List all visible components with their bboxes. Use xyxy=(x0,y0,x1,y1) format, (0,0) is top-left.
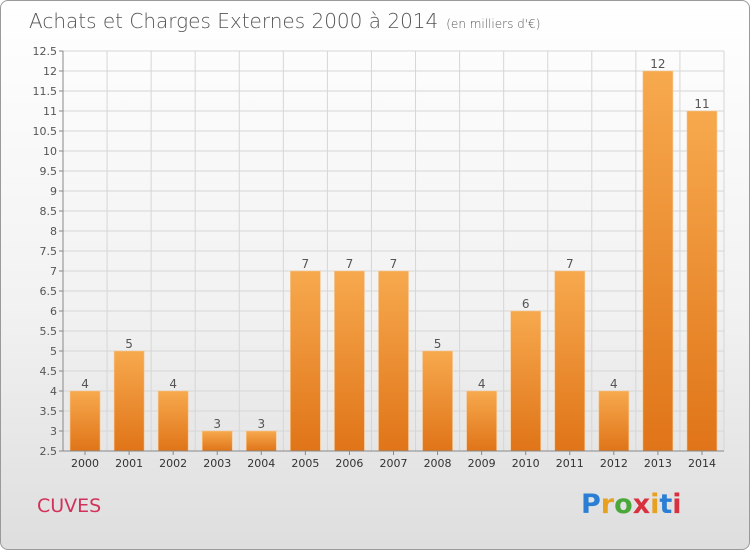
y-tick-label: 10 xyxy=(43,145,57,158)
x-tick-label: 2002 xyxy=(159,457,187,470)
y-tick-label: 10.5 xyxy=(33,125,58,138)
value-label: 5 xyxy=(434,337,442,351)
value-label: 5 xyxy=(125,337,133,351)
bar-2012 xyxy=(598,390,630,452)
logo-letter: o xyxy=(614,489,633,520)
value-label: 3 xyxy=(257,417,265,431)
chart-title: Achats et Charges Externes 2000 à 2014 (e… xyxy=(29,9,540,33)
bar-2003 xyxy=(201,430,233,452)
bar-2007 xyxy=(378,270,409,452)
location-label: CUVES xyxy=(37,495,102,517)
bar-2005 xyxy=(290,270,321,452)
chart-unit: (en milliers d'€) xyxy=(446,17,541,31)
y-tick-label: 4.5 xyxy=(40,365,58,378)
chart-title-text: Achats et Charges Externes 2000 à 2014 xyxy=(29,9,439,33)
bar-2000 xyxy=(69,390,101,452)
y-tick-label: 5 xyxy=(50,345,57,358)
x-tick-label: 2008 xyxy=(424,457,452,470)
value-label: 7 xyxy=(346,257,354,271)
x-tick-label: 2009 xyxy=(468,457,496,470)
y-tick-label: 3.5 xyxy=(40,405,58,418)
x-tick-label: 2001 xyxy=(115,457,143,470)
y-tick-label: 6 xyxy=(50,305,57,318)
x-tick-label: 2013 xyxy=(644,457,672,470)
bar-2013 xyxy=(642,70,674,452)
bars: 4 5 4 3 3 7 7 7 5 4 6 7 4 12 11 xyxy=(69,57,718,452)
logo-letter: P xyxy=(581,489,601,520)
bar-2006 xyxy=(334,270,365,452)
y-tick-label: 7 xyxy=(50,265,57,278)
x-tick-label: 2010 xyxy=(512,457,540,470)
x-tick-label: 2003 xyxy=(203,457,231,470)
x-tick-label: 2014 xyxy=(688,457,716,470)
value-label: 7 xyxy=(302,257,310,271)
y-tick-label: 12.5 xyxy=(33,45,58,58)
x-tick-label: 2000 xyxy=(71,457,99,470)
y-tick-label: 8.5 xyxy=(40,205,58,218)
x-tick-label: 2005 xyxy=(291,457,319,470)
bar-2004 xyxy=(246,430,277,452)
y-tick-label: 11.5 xyxy=(33,85,58,98)
y-tick-label: 6.5 xyxy=(40,285,58,298)
proxiti-logo: Proxiti xyxy=(581,489,682,520)
bar-2011 xyxy=(554,270,586,452)
value-label: 3 xyxy=(213,417,221,431)
x-tick-label: 2006 xyxy=(335,457,363,470)
y-tick-label: 9 xyxy=(50,185,57,198)
value-label: 11 xyxy=(694,97,709,111)
bar-2001 xyxy=(113,350,145,452)
y-tick-label: 8 xyxy=(50,225,57,238)
logo-letter: x xyxy=(632,489,651,520)
value-label: 7 xyxy=(566,257,574,271)
y-tick-label: 7.5 xyxy=(40,245,58,258)
value-label: 4 xyxy=(81,377,89,391)
value-label: 4 xyxy=(478,377,486,391)
value-label: 12 xyxy=(650,57,665,71)
logo-letter: i xyxy=(650,489,660,520)
x-tick-label: 2007 xyxy=(380,457,408,470)
logo-letter: t xyxy=(659,489,673,520)
y-tick-label: 4 xyxy=(50,385,57,398)
logo-letter: i xyxy=(672,489,682,520)
logo-letter: r xyxy=(600,489,615,520)
bar-2008 xyxy=(422,350,453,452)
y-tick-label: 2.5 xyxy=(40,445,58,458)
bar-2002 xyxy=(157,390,189,452)
value-label: 7 xyxy=(390,257,398,271)
bar-2010 xyxy=(510,310,542,452)
y-tick-label: 9.5 xyxy=(40,165,58,178)
bar-2009 xyxy=(466,390,497,452)
axes: 2.5 3 3.5 4 4.5 5 5.5 6 6.5 7 7.5 8 8.5 9 9.5 10 10.5 11 1… xyxy=(33,45,724,470)
y-tick-label: 12 xyxy=(43,65,57,78)
y-tick-label: 11 xyxy=(43,105,57,118)
x-tick-label: 2011 xyxy=(556,457,584,470)
value-label: 6 xyxy=(522,297,530,311)
value-label: 4 xyxy=(169,377,177,391)
x-tick-label: 2004 xyxy=(247,457,275,470)
x-tick-label: 2012 xyxy=(600,457,628,470)
y-tick-label: 5.5 xyxy=(40,325,58,338)
y-tick-label: 3 xyxy=(50,425,57,438)
value-label: 4 xyxy=(610,377,618,391)
bar-2014 xyxy=(686,110,718,452)
